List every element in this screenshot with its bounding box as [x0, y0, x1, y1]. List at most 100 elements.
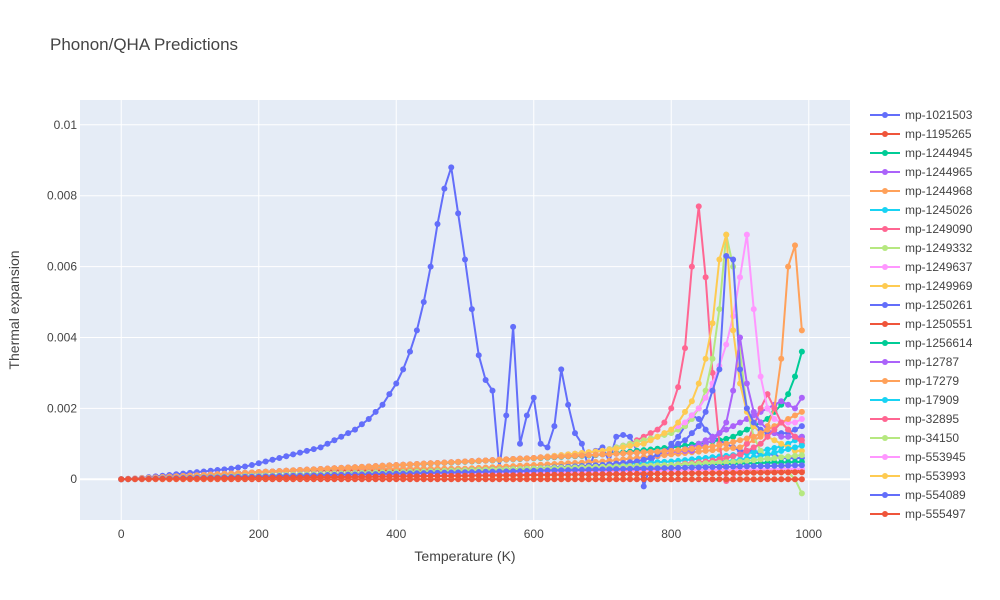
data-point: [661, 448, 668, 455]
data-point: [427, 460, 434, 467]
data-point: [468, 306, 475, 313]
legend-item-mp-1249090[interactable]: mp-1249090: [870, 222, 973, 236]
data-point: [764, 433, 771, 440]
data-point: [757, 476, 764, 483]
data-point: [633, 441, 640, 448]
data-point: [682, 446, 688, 453]
legend-item-mp-17279[interactable]: mp-17279: [870, 374, 959, 388]
data-point: [716, 430, 723, 437]
legend-item-mp-1249332[interactable]: mp-1249332: [870, 241, 973, 255]
data-point: [764, 455, 771, 462]
data-point: [757, 440, 764, 447]
data-point: [778, 469, 785, 476]
data-point: [558, 471, 565, 478]
data-point: [647, 437, 654, 444]
data-point: [785, 401, 792, 408]
data-point: [393, 380, 400, 387]
data-point: [565, 401, 572, 408]
legend-item-mp-1195265[interactable]: mp-1195265: [870, 127, 972, 141]
data-point: [228, 475, 235, 482]
data-point: [675, 447, 682, 454]
legend-item-mp-555497[interactable]: mp-555497: [870, 507, 966, 521]
legend-item-mp-554089[interactable]: mp-554089: [870, 488, 966, 502]
data-point: [661, 476, 668, 483]
data-point: [207, 475, 214, 482]
data-point: [716, 442, 723, 449]
data-point: [764, 391, 771, 398]
legend-item-mp-1245026[interactable]: mp-1245026: [870, 203, 973, 217]
data-point: [730, 439, 737, 446]
data-point: [255, 460, 262, 467]
legend-swatch-marker: [882, 226, 888, 232]
legend-item-mp-34150[interactable]: mp-34150: [870, 431, 959, 445]
data-point: [640, 476, 647, 483]
data-point: [482, 457, 489, 464]
data-point: [420, 460, 427, 467]
data-point: [757, 463, 764, 470]
data-point: [723, 445, 730, 452]
data-point: [620, 471, 627, 478]
data-point: [578, 452, 585, 459]
data-point: [503, 472, 510, 479]
y-tick-label: 0.006: [47, 260, 77, 274]
data-point: [420, 299, 427, 306]
data-point: [798, 415, 805, 422]
legend-item-mp-1256614[interactable]: mp-1256614: [870, 336, 973, 350]
series-line: [121, 471, 802, 481]
legend-item-mp-12787[interactable]: mp-12787: [870, 355, 959, 369]
data-point: [475, 352, 482, 359]
data-point: [675, 419, 682, 426]
data-point: [338, 473, 345, 480]
data-point: [647, 454, 654, 461]
data-point: [737, 469, 743, 476]
series-layer: [118, 164, 805, 497]
data-point: [413, 461, 420, 467]
legend-item-mp-1249637[interactable]: mp-1249637: [870, 260, 973, 274]
data-point: [448, 459, 455, 466]
data-point: [345, 473, 352, 480]
data-point: [180, 475, 187, 482]
data-point: [585, 471, 592, 478]
legend-swatch-marker: [882, 378, 888, 384]
legend-item-mp-1244945[interactable]: mp-1244945: [870, 146, 973, 160]
data-point: [682, 476, 688, 483]
data-point: [530, 394, 537, 401]
legend-label: mp-1249637: [905, 260, 973, 274]
data-point: [778, 462, 785, 469]
data-point: [792, 469, 798, 476]
legend-swatch-marker: [882, 359, 888, 365]
legend-item-mp-1250551[interactable]: mp-1250551: [870, 317, 973, 331]
legend-item-mp-1250261[interactable]: mp-1250261: [870, 298, 973, 312]
data-point: [654, 476, 661, 483]
data-point: [599, 471, 606, 478]
data-point: [482, 472, 489, 479]
legend-item-mp-553945[interactable]: mp-553945: [870, 450, 966, 464]
data-point: [262, 474, 269, 481]
data-point: [730, 458, 737, 465]
data-point: [771, 415, 778, 422]
data-point: [750, 449, 757, 456]
data-point: [737, 451, 743, 458]
data-point: [723, 341, 730, 348]
data-point: [613, 445, 620, 452]
legend-item-mp-1244965[interactable]: mp-1244965: [870, 165, 973, 179]
data-point: [743, 426, 750, 433]
data-point: [606, 471, 613, 478]
data-point: [661, 470, 668, 477]
data-point: [695, 423, 702, 430]
legend-item-mp-553993[interactable]: mp-553993: [870, 469, 966, 483]
legend-item-mp-32895[interactable]: mp-32895: [870, 412, 959, 426]
legend-item-mp-1244968[interactable]: mp-1244968: [870, 184, 973, 198]
legend-swatch-marker: [882, 511, 888, 517]
data-point: [723, 470, 730, 476]
legend-swatch-marker: [882, 492, 888, 498]
legend-item-mp-17909[interactable]: mp-17909: [870, 393, 959, 407]
data-point: [771, 405, 778, 412]
legend-item-mp-1249969[interactable]: mp-1249969: [870, 279, 973, 293]
data-point: [118, 476, 125, 483]
data-point: [510, 472, 517, 479]
legend-label: mp-17909: [905, 393, 959, 407]
legend-item-mp-1021503[interactable]: mp-1021503: [870, 108, 973, 122]
data-point: [503, 412, 510, 419]
data-point: [798, 423, 805, 430]
